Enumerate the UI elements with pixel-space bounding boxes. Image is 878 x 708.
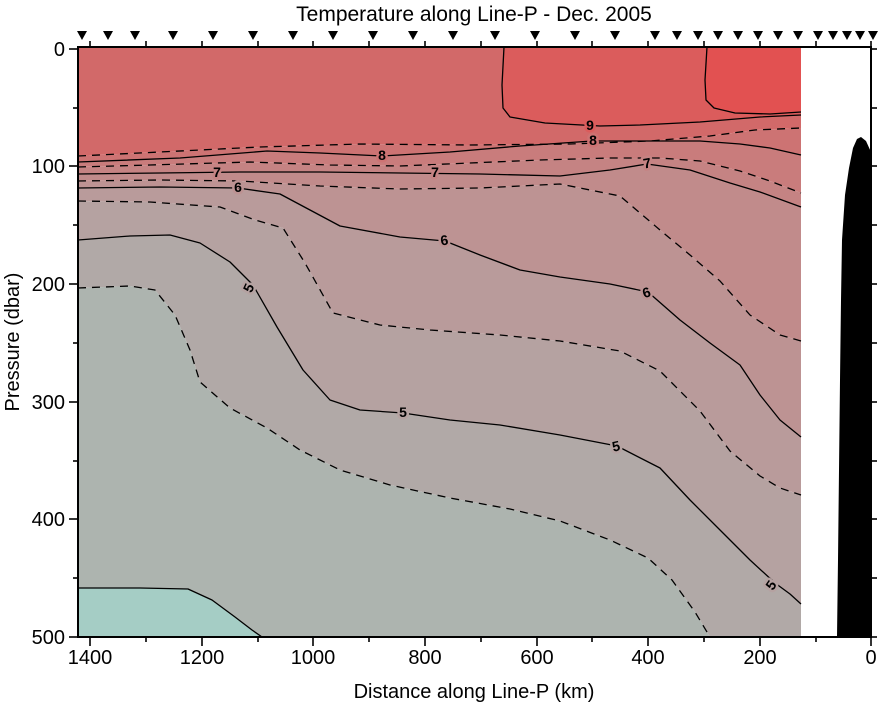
station-triangle-icon [813,31,823,40]
y-tick-label: 100 [32,156,65,178]
band-7-5-8 [78,141,801,193]
station-triangle-icon [248,31,258,40]
contour-label-5: 5 [399,404,407,420]
station-triangle-icon [610,31,620,40]
station-triangle-icon [842,31,852,40]
chart-title: Temperature along Line-P - Dec. 2005 [296,3,652,26]
y-tick-label: 300 [32,392,65,414]
station-marker-triangles [77,31,878,40]
axis-tick-labels: 1400 1200 1000 800 600 400 200 0 0 100 200 300 400 50… [32,39,877,669]
station-triangle-icon [288,31,298,40]
station-triangle-icon [672,31,682,40]
x-tick-label: 400 [631,647,664,669]
station-triangle-icon [793,31,803,40]
contour-label-7: 7 [431,164,439,180]
contour-label-8: 8 [589,132,597,148]
bathymetry-land-silhouette [837,137,871,637]
band-6-6-5 [78,180,801,437]
station-triangle-icon [168,31,178,40]
station-triangle-icon [77,31,87,40]
band--4 [78,588,262,637]
band--9-5 [705,47,801,114]
y-tick-label: 400 [32,509,65,531]
x-tick-label: 200 [743,647,776,669]
isotherm-4 [78,587,263,638]
contour-label-7: 7 [213,164,221,180]
station-triangle-icon [368,31,378,40]
isotherm-7 [77,163,802,208]
isotherm-9 [501,46,802,127]
y-tick-label: 200 [32,274,65,296]
station-triangle-icon [868,31,878,40]
band-5-5-6 [78,187,801,495]
station-triangle-icon [855,31,865,40]
x-tick-label: 0 [865,647,876,669]
isotherm-6 [77,186,802,438]
band-8-8-5 [78,128,801,162]
x-tick-label: 1000 [291,647,336,669]
axis-ticks [69,41,877,646]
x-tick-label: 1400 [68,647,113,669]
x-tick-label: 800 [408,647,441,669]
y-tick-label: 0 [54,39,65,61]
station-triangle-icon [103,31,113,40]
isotherm-8.5 [77,127,802,157]
station-triangle-icon [733,31,743,40]
band-5-5-5 [78,201,801,604]
contour-label-9: 9 [586,117,594,133]
isotherm-5.5 [77,200,802,496]
temperature-fill-bands [78,47,801,637]
station-triangle-icon [130,31,140,40]
plot-frame [77,46,872,638]
station-triangle-icon [773,31,783,40]
isotherm-contour-lines [77,46,802,638]
station-triangle-icon [408,31,418,40]
y-tick-label: 500 [32,627,65,649]
station-triangle-icon [713,31,723,40]
contour-label-6: 6 [234,179,242,195]
band-4-4-5 [78,286,710,637]
band-4-5-5 [78,235,801,637]
band-8-5-9 [78,47,801,156]
station-triangle-icon [328,31,338,40]
isotherm-7.5 [77,157,802,194]
station-triangle-icon [650,31,660,40]
station-triangle-icon [530,31,540,40]
isotherm-8 [77,140,802,163]
band-9-9-5 [502,47,801,126]
station-triangle-icon [208,31,218,40]
isotherm-9.5 [704,46,802,115]
x-tick-label: 600 [520,647,553,669]
station-triangle-icon [570,31,580,40]
station-triangle-icon [490,31,500,40]
x-axis-title: Distance along Line-P (km) [354,681,595,703]
isotherm-6.5 [77,179,802,342]
station-triangle-icon [448,31,458,40]
station-triangle-icon [828,31,838,40]
contour-label-8: 8 [378,147,386,163]
station-triangle-icon [753,31,763,40]
y-axis-title: Pressure (dbar) [2,273,24,412]
station-triangle-icon [693,31,703,40]
band-7-7-5 [78,158,801,207]
x-tick-label: 1200 [180,647,225,669]
isotherm-5 [77,234,802,605]
